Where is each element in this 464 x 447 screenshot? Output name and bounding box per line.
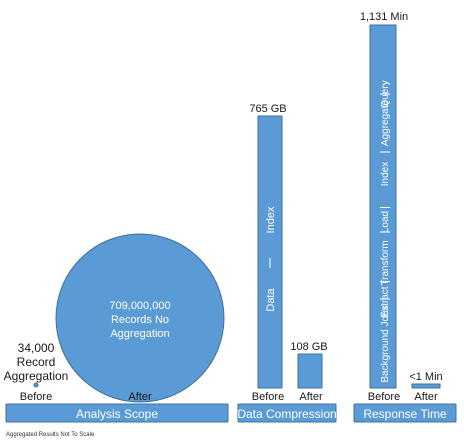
after-circle [55, 233, 225, 403]
tick-label: Before [20, 391, 52, 403]
value-label: <1 Min [409, 371, 442, 383]
footnote-text: Aggregated Results Not To Scale [6, 432, 95, 438]
after-value-label: 709,000,000 [109, 300, 170, 312]
after-value-label: Records No [111, 314, 169, 326]
value-label: 1,131 Min [360, 11, 408, 23]
panel-title-bar [353, 403, 457, 423]
segment-label: Data [265, 288, 277, 312]
tick-label: After [299, 391, 323, 403]
segment-label: Index [265, 206, 277, 233]
tick-label: Before [252, 391, 284, 403]
value-label: 765 GB [249, 103, 286, 115]
before-value-label: Record [17, 355, 56, 369]
panel-title-bar [5, 403, 229, 423]
tick-label: After [414, 391, 438, 403]
bar [257, 115, 283, 389]
segment-label: Background Jobs [380, 305, 391, 382]
panel-title: Response Time [363, 407, 447, 421]
before-dot [33, 382, 39, 388]
before-value-label: 34,000 [18, 341, 55, 355]
segment-label: Extract [380, 286, 391, 317]
panel-title: Analysis Scope [76, 407, 158, 421]
before-value-label: Aggregation [4, 369, 69, 383]
bar [297, 353, 323, 389]
value-label: 108 GB [290, 341, 327, 353]
panel-title: Data Compression [237, 407, 336, 421]
segment-label: Transform [380, 240, 391, 285]
tick-label: After [128, 391, 152, 403]
bar [411, 383, 441, 389]
panel-title-bar [237, 403, 337, 423]
segment-label: Index [380, 162, 391, 186]
after-value-label: Aggregation [110, 328, 169, 340]
segment-label: Query [380, 80, 391, 107]
segment-label: Load [380, 211, 391, 233]
segment-label: Aggregate [380, 99, 391, 146]
bar [369, 24, 397, 389]
tick-label: Before [368, 391, 400, 403]
